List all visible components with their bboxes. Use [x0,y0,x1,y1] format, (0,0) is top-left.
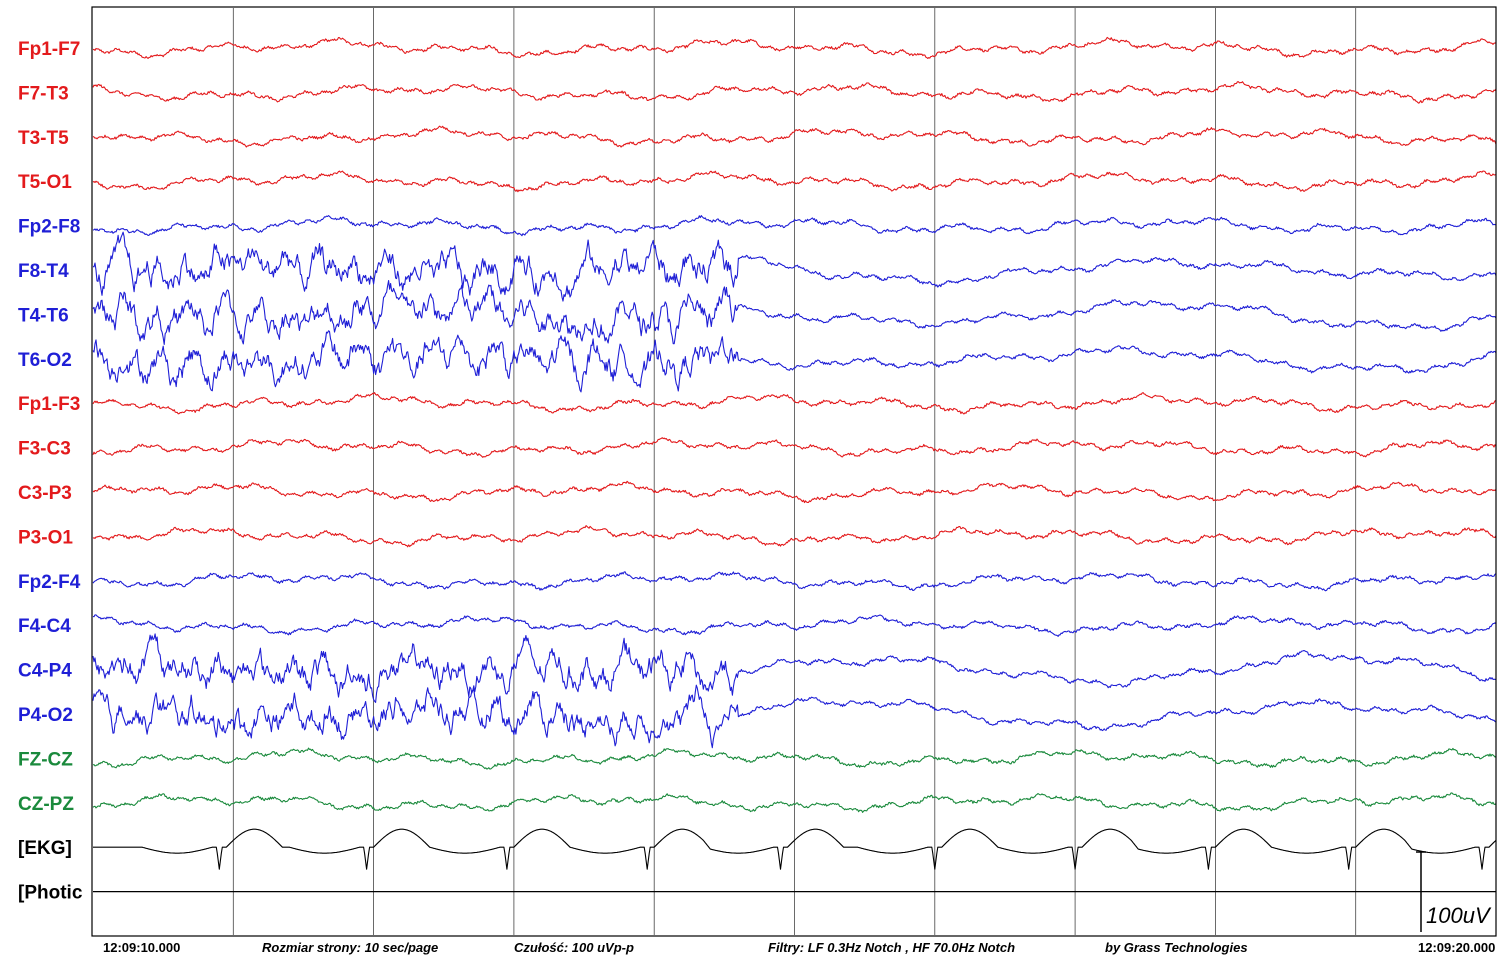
channel-label-fp2f4: Fp2-F4 [18,572,81,593]
trace-c4p4 [92,633,1497,703]
trace-t4t6 [92,280,1497,345]
channel-label-f7t3: F7-T3 [18,83,69,104]
trace-c3p3 [92,480,1497,504]
scale-bar: 100uV [1416,851,1492,932]
page-size-info: Rozmiar strony: 10 sec/page [262,940,438,955]
channel-label-czpz: CZ-PZ [18,794,74,815]
time-grid [232,8,1357,935]
eeg-traces [92,36,1497,893]
channel-label-t5o1: T5-O1 [18,172,72,193]
scale-bar-label: 100uV [1426,903,1492,928]
trace-f8t4 [92,231,1497,302]
channel-label-ekg: [EKG] [18,838,72,859]
trace-fp1f3 [92,392,1497,415]
channel-label-fp1f7: Fp1-F7 [18,39,80,60]
trace-fp1f7 [92,36,1497,59]
channel-label-p3o1: P3-O1 [18,527,73,548]
channel-labels: Fp1-F7 F7-T3 T3-T5 T5-O1 Fp2-F8 F8-T4 T4-T6 T6-… [18,39,83,904]
filters-info: Filtry: LF 0.3Hz Notch , HF 70.0Hz Notch [768,940,1015,955]
trace-t6o2 [92,330,1497,393]
trace-f4c4 [92,614,1497,637]
credit-info: by Grass Technologies [1105,940,1248,955]
channel-label-c4p4: C4-P4 [18,661,72,682]
sensitivity-info: Czułość: 100 uVp-p [514,940,634,955]
channel-label-f3c3: F3-C3 [18,439,71,460]
trace-czpz [92,792,1497,813]
trace-p4o2 [92,684,1497,749]
channel-label-p4o2: P4-O2 [18,705,73,726]
trace-fp2f4 [92,571,1497,592]
channel-label-c3p3: C3-P3 [18,483,72,504]
channel-label-fp2f8: Fp2-F8 [18,217,80,238]
trace-f3c3 [92,437,1497,458]
channel-label-t3t5: T3-T5 [18,128,69,149]
trace-ekg [93,828,1497,870]
end-time: 12:09:20.000 [1418,940,1495,955]
channel-label-fzcz: FZ-CZ [18,749,73,770]
chart-frame [91,6,1497,937]
trace-p3o1 [92,525,1497,548]
footer: 12:09:10.000 Rozmiar strony: 10 sec/page… [103,940,1495,955]
channel-label-photic: [Photic [18,883,83,904]
channel-label-t6o2: T6-O2 [18,350,72,371]
trace-f7t3 [92,81,1497,104]
start-time: 12:09:10.000 [103,940,180,955]
channel-label-f4c4: F4-C4 [18,616,71,637]
trace-t5o1 [92,170,1497,193]
trace-fzcz [92,747,1497,770]
channel-label-f8t4: F8-T4 [18,261,69,282]
trace-t3t5 [92,125,1497,148]
trace-fp2f8 [92,215,1497,237]
channel-label-fp1f3: Fp1-F3 [18,394,80,415]
channel-label-t4t6: T4-T6 [18,305,69,326]
